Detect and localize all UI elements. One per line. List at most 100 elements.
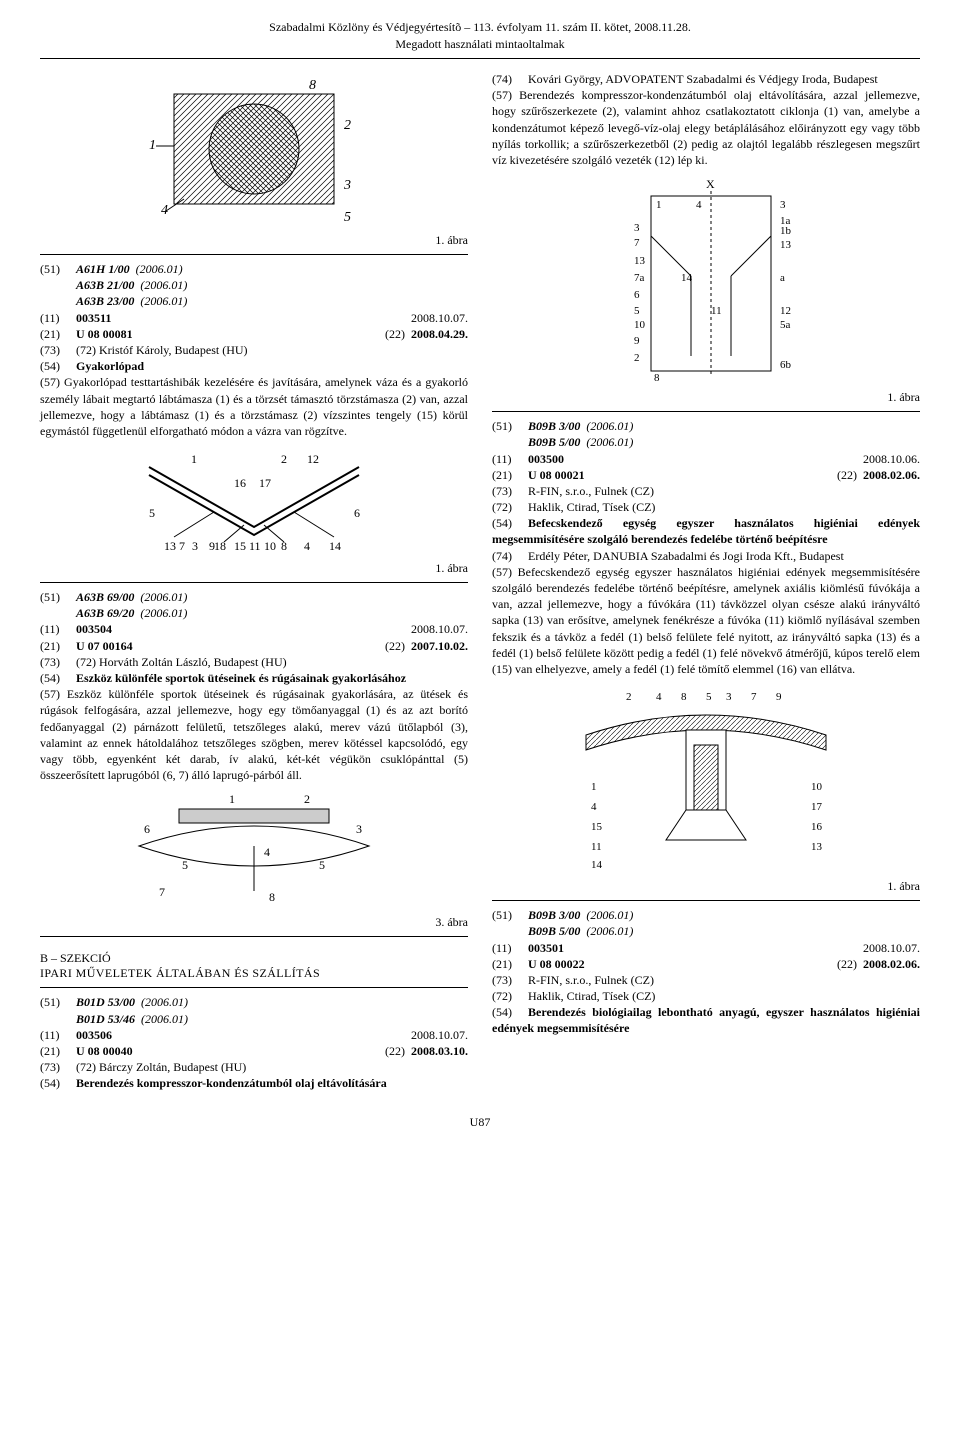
svg-text:6b: 6b (780, 359, 792, 371)
field-tag: (21) (40, 1043, 76, 1059)
inventor: (72) Horváth Zoltán László, Budapest (HU… (76, 654, 287, 670)
patent-entry: (51) B09B 3/00 (2006.01) B09B 5/00 (2006… (492, 418, 920, 677)
field-tag: (11) (40, 1027, 76, 1043)
svg-text:8: 8 (654, 372, 660, 384)
pub-number: 003504 (76, 621, 112, 637)
figure-l3: 1 2 6 3 5 5 4 7 8 (40, 791, 468, 911)
patent-entry: (51) B09B 3/00 (2006.01) B09B 5/00 (2006… (492, 907, 920, 1037)
figure-l2: 1 2 12 16 17 5 6 13 7 3 18 15 11 10 8 4 … (40, 447, 468, 557)
ipc-year: (2006.01) (140, 293, 187, 309)
svg-text:13: 13 (634, 255, 646, 267)
field-tag: (54) (492, 1004, 528, 1020)
ipc-year: (2006.01) (586, 418, 633, 434)
figure-caption: 1. ábra (492, 390, 920, 405)
ipc-year: (2006.01) (141, 1011, 188, 1027)
svg-text:8: 8 (269, 890, 275, 904)
svg-text:2: 2 (634, 352, 640, 364)
patent-drawing-icon: X 14 3 1a 3 7 1b13 13 7a14 a 6 51112 105… (596, 176, 816, 386)
field-tag: (51) (492, 418, 528, 434)
ipc-code: B09B 3/00 (528, 907, 580, 923)
app-date: 2008.04.29. (411, 326, 468, 342)
svg-text:5: 5 (319, 858, 325, 872)
field-tag: (54) (492, 515, 528, 531)
svg-text:7: 7 (179, 539, 185, 553)
ipc-year: (2006.01) (586, 923, 633, 939)
entry-rule (40, 987, 468, 988)
figure-r1: X 14 3 1a 3 7 1b13 13 7a14 a 6 51112 105… (492, 176, 920, 386)
svg-text:12: 12 (780, 305, 791, 317)
app-date: 2007.10.02. (411, 638, 468, 654)
abstract-text: (57) Eszköz különféle sportok ütéseinek … (40, 686, 468, 783)
svg-text:1b: 1b (780, 225, 792, 237)
svg-text:6: 6 (634, 289, 640, 301)
field-tag: (22) (837, 956, 857, 972)
field-tag: (22) (385, 1043, 405, 1059)
patent-drawing-icon: 1 2 6 3 5 5 4 7 8 (124, 791, 384, 911)
field-tag: (51) (40, 589, 76, 605)
pub-number: 003511 (76, 310, 111, 326)
field-tag: (72) (492, 988, 528, 1004)
svg-text:15: 15 (591, 821, 603, 833)
ipc-year: (2006.01) (586, 907, 633, 923)
svg-text:6: 6 (354, 506, 360, 520)
inventor: Haklik, Ctirad, Tísek (CZ) (528, 499, 655, 515)
invention-title: Befecskendező egység egyszer használatos… (492, 516, 920, 546)
field-tag: (21) (492, 467, 528, 483)
svg-text:9: 9 (634, 335, 640, 347)
svg-text:10: 10 (264, 539, 276, 553)
ipc-year: (2006.01) (136, 261, 183, 277)
section-code: B – SZEKCIÓ (40, 951, 468, 966)
svg-text:7a: 7a (634, 272, 645, 284)
inventor: Haklik, Ctirad, Tísek (CZ) (528, 988, 655, 1004)
svg-text:5a: 5a (780, 319, 791, 331)
svg-text:6: 6 (144, 822, 150, 836)
svg-text:1: 1 (656, 199, 662, 211)
svg-text:9: 9 (776, 691, 782, 703)
abstract-text: (57) Gyakorlópad testtartáshibák kezelés… (40, 374, 468, 439)
field-tag: (11) (492, 940, 528, 956)
section-header: B – SZEKCIÓ IPARI MŰVELETEK ÁLTALÁBAN ÉS… (40, 951, 468, 981)
patent-drawing-icon: 24 85 37 9 1 4 15 11 14 10 17 16 13 (576, 685, 836, 875)
svg-text:13: 13 (780, 239, 792, 251)
app-number: U 08 00081 (76, 326, 133, 342)
field-tag: (22) (837, 467, 857, 483)
representative: Kovári György, ADVOPATENT Szabadalmi és … (528, 72, 878, 86)
svg-text:3: 3 (780, 199, 786, 211)
svg-text:11: 11 (249, 539, 261, 553)
svg-text:5: 5 (344, 210, 351, 225)
field-tag: (73) (40, 654, 76, 670)
right-column: (74)Kovári György, ADVOPATENT Szabadalmi… (492, 71, 920, 1091)
invention-title: Gyakorlópad (76, 358, 144, 374)
svg-text:11: 11 (711, 305, 722, 317)
pub-date: 2008.10.07. (411, 310, 468, 326)
field-tag: (22) (385, 638, 405, 654)
field-tag: (51) (492, 907, 528, 923)
journal-subtitle: Megadott használati mintaoltalmak (40, 37, 920, 52)
field-tag: (74) (492, 71, 528, 87)
svg-text:4: 4 (656, 691, 662, 703)
field-tag: (73) (492, 483, 528, 499)
svg-text:13: 13 (811, 841, 823, 853)
ipc-code: A63B 23/00 (76, 293, 134, 309)
svg-text:5: 5 (149, 506, 155, 520)
svg-text:17: 17 (259, 476, 271, 490)
field-tag: (51) (40, 261, 76, 277)
app-date: 2008.03.10. (411, 1043, 468, 1059)
ipc-year: (2006.01) (140, 589, 187, 605)
ipc-code: A63B 69/20 (76, 605, 134, 621)
field-tag: (22) (385, 326, 405, 342)
figure-r2: 24 85 37 9 1 4 15 11 14 10 17 16 13 (492, 685, 920, 875)
field-tag: (11) (492, 451, 528, 467)
field-tag: (74) (492, 548, 528, 564)
svg-text:8: 8 (281, 539, 287, 553)
pub-date: 2008.10.07. (411, 1027, 468, 1043)
svg-text:14: 14 (329, 539, 341, 553)
patent-drawing-icon: 1 2 12 16 17 5 6 13 7 3 18 15 11 10 8 4 … (129, 447, 379, 557)
entry-rule (492, 900, 920, 901)
svg-text:8: 8 (681, 691, 687, 703)
ipc-code: A63B 21/00 (76, 277, 134, 293)
field-tag: (73) (492, 972, 528, 988)
svg-text:3: 3 (192, 539, 198, 553)
figure-caption: 3. ábra (40, 915, 468, 930)
svg-text:7: 7 (751, 691, 757, 703)
